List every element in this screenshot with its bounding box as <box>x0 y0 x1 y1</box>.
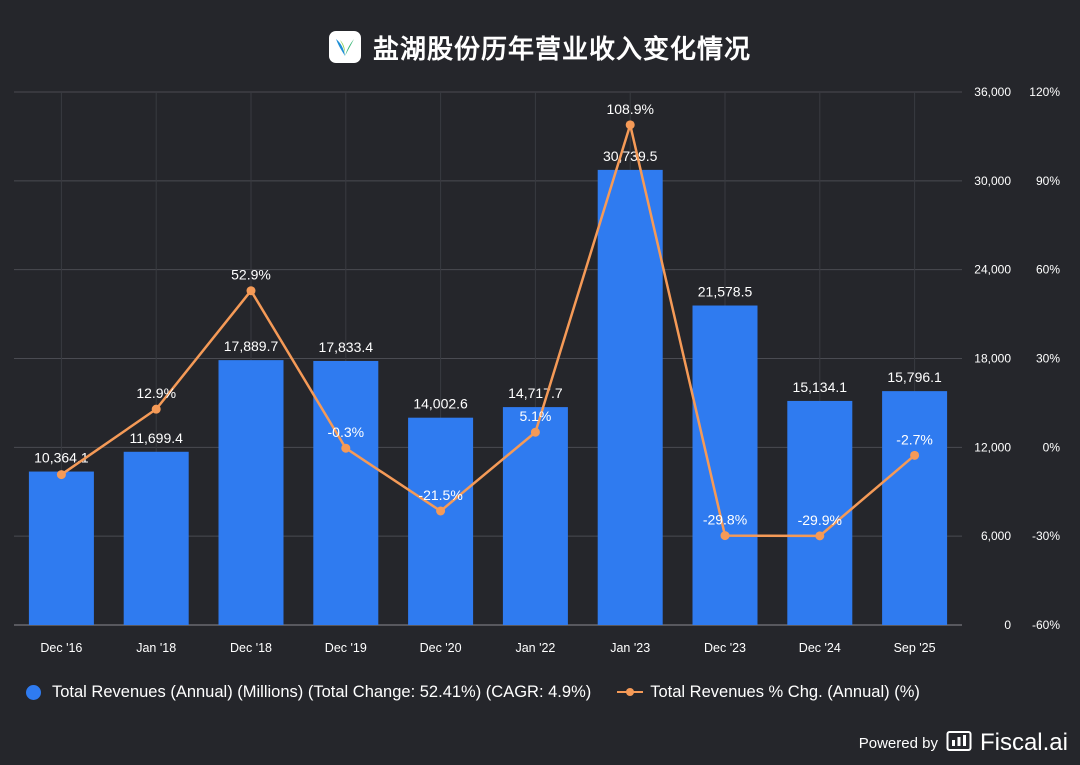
y-left-tick-label: 18,000 <box>974 352 1011 366</box>
y-right-tick-label: 60% <box>1036 263 1060 277</box>
bar-value-label: 21,578.5 <box>698 284 753 300</box>
bar-value-label: 30,739.5 <box>603 148 658 164</box>
x-tick-label: Dec '20 <box>420 641 462 655</box>
bar <box>882 391 948 625</box>
bar <box>313 360 379 625</box>
pct-change-point <box>530 427 540 437</box>
pct-change-point <box>341 443 351 453</box>
bar <box>502 407 568 625</box>
bar <box>218 360 284 625</box>
pct-change-point <box>815 531 825 541</box>
y-left-tick-label: 0 <box>1004 618 1011 632</box>
bar-value-label: 17,889.7 <box>224 338 279 354</box>
footer-attribution: Powered by Fiscal.ai <box>859 729 1068 757</box>
pct-change-point <box>151 404 161 414</box>
y-left-tick-label: 24,000 <box>974 263 1011 277</box>
pct-change-line <box>60 123 916 538</box>
pct-change-point <box>720 531 730 541</box>
x-tick-label: Dec '19 <box>325 641 367 655</box>
y-left-tick-label: 6,000 <box>981 529 1011 543</box>
fiscal-ai-brand: Fiscal.ai <box>979 729 1068 756</box>
pct-change-label: -2.7% <box>896 431 933 447</box>
x-tick-label: Sep '25 <box>894 641 936 655</box>
pct-change-label: -0.3% <box>328 424 365 440</box>
bar-value-label: 15,134.1 <box>793 379 848 395</box>
pct-change-label: -29.8% <box>703 512 747 528</box>
bar <box>408 417 474 625</box>
y-right-tick-label: 0% <box>1043 440 1061 454</box>
chart-header: 盐湖股份历年营业收入变化情况 <box>0 30 1080 64</box>
pct-change-label: 52.9% <box>231 267 271 283</box>
bar-value-label: 14,002.6 <box>413 396 468 412</box>
pct-change-point <box>56 470 66 480</box>
pct-change-point <box>910 450 920 460</box>
legend-item-pct-change[interactable]: Total Revenues % Chg. (Annual) (%) <box>591 683 920 702</box>
y-right-tick-label: -30% <box>1032 529 1060 543</box>
y-right-tick-label: 90% <box>1036 174 1060 188</box>
bar <box>597 169 663 625</box>
pct-change-point <box>436 506 446 516</box>
x-tick-label: Dec '16 <box>40 641 82 655</box>
x-tick-label: Dec '18 <box>230 641 272 655</box>
bar-value-label: 17,833.4 <box>319 339 374 355</box>
powered-by-text: Powered by <box>858 734 938 752</box>
fiscal-ai-logo-icon <box>946 730 972 757</box>
page-title: 盐湖股份历年营业收入变化情况 <box>372 33 751 64</box>
x-tick-label: Dec '23 <box>704 641 746 655</box>
pct-change-label: 12.9% <box>136 385 176 401</box>
bar-value-label: 11,699.4 <box>129 430 183 446</box>
x-tick-label: Jan '18 <box>136 641 176 655</box>
bar <box>123 451 189 625</box>
bar <box>692 305 758 625</box>
legend-line-swatch-icon <box>617 684 644 700</box>
y-right-tick-label: 120% <box>1029 85 1060 99</box>
pct-change-point <box>246 286 256 296</box>
y-left-tick-label: 36,000 <box>974 85 1011 99</box>
pct-change-label: 5.1% <box>519 408 551 424</box>
y-right-tick-label: 30% <box>1036 352 1060 366</box>
pct-change-label: -29.9% <box>798 512 842 528</box>
x-tick-label: Dec '24 <box>799 641 841 655</box>
bar-value-label: 14,717.7 <box>508 385 563 401</box>
bar <box>28 471 94 625</box>
legend-bar-swatch-icon <box>26 684 41 700</box>
chart-legend: Total Revenues (Annual) (Millions) (Tota… <box>26 680 920 704</box>
bar <box>787 400 853 625</box>
bar-value-label: 10,364.1 <box>34 450 89 466</box>
legend-line-label: Total Revenues % Chg. (Annual) (%) <box>650 682 920 701</box>
y-left-tick-label: 12,000 <box>974 440 1011 454</box>
x-tick-label: Jan '23 <box>610 641 650 655</box>
bar-value-label: 15,796.1 <box>887 369 942 385</box>
y-left-tick-label: 30,000 <box>974 174 1011 188</box>
y-right-tick-label: -60% <box>1032 618 1060 632</box>
legend-bar-label: Total Revenues (Annual) (Millions) (Tota… <box>52 682 592 701</box>
legend-item-revenue[interactable]: Total Revenues (Annual) (Millions) (Tota… <box>26 683 591 702</box>
pct-change-label: 108.9% <box>606 101 653 117</box>
x-tick-label: Jan '22 <box>515 641 555 655</box>
salt-lake-logo-icon <box>328 31 361 63</box>
pct-change-label: -21.5% <box>418 487 462 503</box>
pct-change-point <box>625 120 635 130</box>
